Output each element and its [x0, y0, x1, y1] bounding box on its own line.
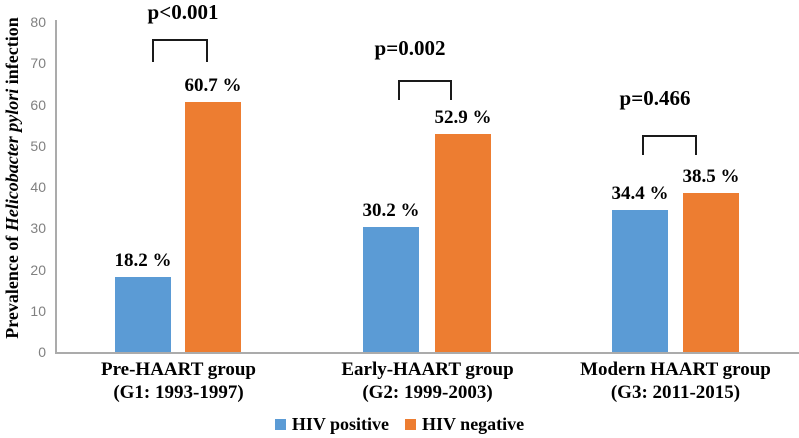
y-tick-label-50: 50 [30, 137, 46, 154]
y-tick-label-40: 40 [30, 179, 46, 195]
bar-hiv-negative-g1 [185, 101, 241, 352]
p-value-label-g2: p=0.002 [374, 36, 446, 60]
x-axis-line [55, 352, 799, 354]
y-tick-label-10: 10 [30, 302, 46, 319]
legend: HIV positive HIV negative [0, 414, 799, 435]
significance-bracket-g2 [398, 80, 452, 100]
bar-value-label-hiv-positive-g3: 34.4 % [611, 183, 669, 205]
legend-label-hiv-positive: HIV positive [291, 414, 389, 434]
legend-item-hiv-negative: HIV negative [405, 414, 524, 435]
x-category-line2-g3: (G3: 2011-2015) [610, 382, 741, 403]
y-tick-label-70: 70 [30, 55, 46, 72]
legend-label-hiv-negative: HIV negative [422, 414, 525, 434]
y-tick-label-30: 30 [30, 220, 46, 237]
bar-hiv-positive-g2 [363, 227, 419, 352]
bar-hiv-negative-g3 [683, 193, 739, 352]
bar-hiv-positive-g1 [115, 276, 171, 352]
bar-value-label-hiv-negative-g3: 38.5 % [682, 166, 740, 188]
y-tick-label-20: 20 [30, 261, 46, 278]
significance-bracket-g1 [152, 39, 208, 62]
bar-hiv-negative-g2 [435, 133, 491, 352]
p-value-label-g3: p=0.466 [619, 86, 691, 110]
significance-bracket-g3 [642, 135, 697, 155]
y-tick-label-0: 0 [38, 344, 46, 360]
x-category-line2-g2: (G2: 1999-2003) [362, 382, 493, 403]
x-category-line1-g3: Modern HAART group [580, 359, 771, 380]
bar-value-label-hiv-positive-g1: 18.2 % [114, 249, 172, 271]
x-category-label-g3: Modern HAART group (G3: 2011-2015) [536, 358, 799, 404]
bar-value-label-hiv-positive-g2: 30.2 % [362, 200, 420, 222]
x-category-line1-g2: Early-HAART group [341, 359, 514, 380]
y-tick-label-60: 60 [30, 96, 46, 113]
x-category-label-g1: Pre-HAART group (G1: 1993-1997) [39, 358, 319, 404]
legend-item-hiv-positive: HIV positive [274, 414, 389, 435]
x-category-line1-g1: Pre-HAART group [100, 359, 257, 380]
bar-hiv-positive-g3 [612, 210, 668, 352]
y-axis-title-prefix: Prevalence of [2, 231, 22, 339]
legend-swatch-hiv-negative [405, 419, 416, 430]
x-category-label-g2: Early-HAART group (G2: 1999-2003) [288, 358, 568, 404]
bar-value-label-hiv-negative-g2: 52.9 % [434, 106, 492, 128]
bar-value-label-hiv-negative-g1: 60.7 % [184, 74, 242, 96]
y-tick-label-80: 80 [30, 14, 46, 30]
p-value-label-g1: p<0.001 [147, 0, 219, 24]
x-category-line2-g1: (G1: 1993-1997) [113, 382, 244, 403]
legend-swatch-hiv-positive [274, 419, 286, 430]
y-axis-line [55, 20, 57, 354]
